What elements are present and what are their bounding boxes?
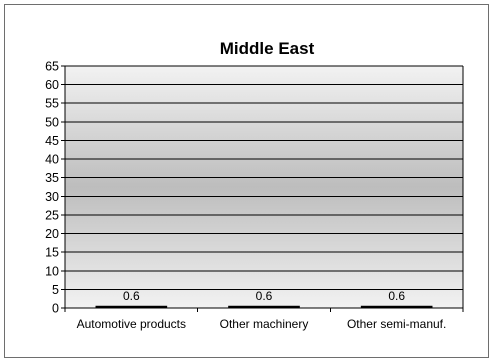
data-label: 0.6 bbox=[123, 289, 140, 303]
category-labels: Automotive products Other machinery Other … bbox=[77, 317, 447, 331]
y-tick-label: 35 bbox=[45, 171, 59, 185]
bars bbox=[95, 305, 433, 308]
y-tick-label: 55 bbox=[45, 97, 59, 111]
bar bbox=[95, 305, 168, 308]
data-label: 0.6 bbox=[256, 289, 273, 303]
bar bbox=[360, 305, 433, 308]
y-tick-label: 0 bbox=[52, 302, 59, 316]
bar bbox=[228, 305, 300, 308]
y-tick-label: 15 bbox=[45, 246, 59, 260]
data-label: 0.6 bbox=[388, 289, 405, 303]
category-label: Other machinery bbox=[220, 317, 309, 331]
chart-frame: Middle East 0 5 10 15 20 25 30 35 40 45 50 55 60 65 0… bbox=[4, 4, 489, 358]
chart-svg: Middle East 0 5 10 15 20 25 30 35 40 45 50 55 60 65 0… bbox=[45, 39, 464, 331]
y-tick-label: 40 bbox=[45, 153, 59, 167]
data-labels: 0.6 0.6 0.6 bbox=[123, 289, 405, 303]
y-tick-label: 60 bbox=[45, 78, 59, 92]
category-label: Automotive products bbox=[77, 317, 186, 331]
y-tick-label: 30 bbox=[45, 190, 59, 204]
y-tick-label: 10 bbox=[45, 264, 59, 278]
y-tick-label: 45 bbox=[45, 134, 59, 148]
y-tick-label: 25 bbox=[45, 208, 59, 222]
y-tick-label: 65 bbox=[45, 60, 59, 74]
y-tick-labels: 0 5 10 15 20 25 30 35 40 45 50 55 60 65 bbox=[45, 60, 59, 316]
y-tick-label: 20 bbox=[45, 227, 59, 241]
y-tick-label: 50 bbox=[45, 115, 59, 129]
gridlines bbox=[65, 65, 463, 290]
plot-area bbox=[65, 66, 463, 308]
category-label: Other semi-manuf. bbox=[347, 317, 446, 331]
chart-title: Middle East bbox=[220, 39, 315, 58]
y-tick-label: 5 bbox=[52, 283, 59, 297]
